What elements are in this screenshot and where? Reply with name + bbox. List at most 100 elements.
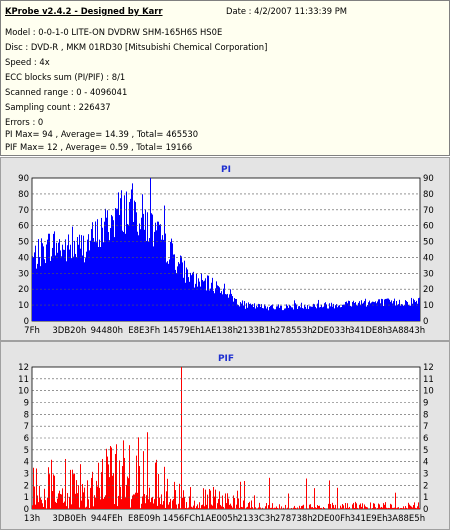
data-bar	[246, 507, 247, 509]
data-bar	[75, 253, 76, 321]
data-bar	[270, 305, 271, 321]
data-bar	[278, 304, 279, 321]
data-bar	[329, 303, 330, 321]
data-bar	[368, 302, 369, 321]
data-bar	[203, 488, 204, 509]
data-bar	[89, 507, 90, 509]
data-bar	[67, 493, 68, 509]
data-bar	[228, 297, 229, 321]
data-bar	[201, 505, 202, 509]
data-bar	[231, 293, 232, 321]
data-bar	[204, 506, 205, 509]
data-bar	[142, 194, 143, 321]
data-bar	[44, 259, 45, 321]
data-bar	[219, 287, 220, 321]
data-bar	[366, 306, 367, 321]
data-bar	[316, 507, 317, 509]
data-bar	[194, 500, 195, 509]
data-bar	[177, 266, 178, 321]
data-bar	[296, 508, 297, 509]
data-bar	[414, 300, 415, 321]
data-bar	[353, 502, 354, 509]
data-bar	[93, 506, 94, 509]
data-bar	[104, 221, 105, 321]
data-bar	[345, 502, 346, 509]
data-bar	[362, 303, 363, 321]
data-bar	[148, 241, 149, 321]
y-tick-label-right: 5	[423, 446, 428, 456]
data-bar	[34, 486, 35, 509]
data-bar	[145, 503, 146, 509]
data-bar	[311, 507, 312, 509]
data-bar	[115, 208, 116, 321]
data-bar	[285, 504, 286, 509]
data-bar	[136, 212, 137, 321]
data-bar	[295, 303, 296, 321]
data-bar	[193, 505, 194, 509]
data-bar	[146, 495, 147, 509]
data-bar	[174, 481, 175, 509]
y-tick-label-left: 4	[24, 458, 29, 468]
data-bar	[152, 497, 153, 509]
data-bar	[355, 501, 356, 509]
data-bar	[184, 260, 185, 321]
data-bar	[92, 222, 93, 321]
pi-stats: PI Max= 94 , Average= 14.39 , Total= 465…	[5, 129, 199, 139]
data-bar	[371, 302, 372, 321]
data-bar	[38, 502, 39, 509]
data-bar	[123, 231, 124, 321]
y-tick-label-left: 50	[18, 238, 29, 248]
y-tick-label-left: 8	[24, 410, 29, 420]
data-bar	[237, 490, 238, 509]
data-bar	[194, 287, 195, 321]
y-tick-label-left: 12	[18, 363, 29, 373]
data-bar	[50, 261, 51, 321]
y-tick-label-left: 40	[18, 253, 29, 263]
x-tick-label: 278553h	[275, 326, 313, 336]
data-bar	[62, 244, 63, 321]
data-bar	[41, 499, 42, 509]
data-bar	[71, 504, 72, 509]
y-tick-label-right: 1	[423, 493, 428, 503]
data-bar	[223, 507, 224, 509]
data-bar	[153, 246, 154, 321]
data-bar	[42, 243, 43, 321]
data-bar	[90, 240, 91, 321]
data-bar	[106, 448, 107, 509]
data-bar	[49, 474, 50, 509]
data-bar	[52, 491, 53, 509]
data-bar	[339, 305, 340, 321]
data-bar	[198, 278, 199, 321]
data-bar	[76, 480, 77, 509]
x-tick-label: 3DB20h	[52, 326, 86, 336]
data-bar	[260, 306, 261, 321]
data-bar	[113, 220, 114, 321]
data-bar	[65, 458, 66, 509]
data-bar	[327, 308, 328, 321]
data-bar	[101, 472, 102, 509]
data-bar	[66, 506, 67, 509]
data-bar	[48, 233, 49, 321]
y-tick-label-right: 70	[423, 206, 434, 216]
data-bar	[203, 281, 204, 321]
data-bar	[299, 305, 300, 321]
data-bar	[150, 502, 151, 509]
data-bar	[409, 504, 410, 509]
data-bar	[170, 241, 171, 321]
data-bar	[259, 502, 260, 509]
data-bar	[300, 307, 301, 321]
data-bar	[359, 301, 360, 321]
data-bar	[157, 221, 158, 321]
data-bar	[131, 189, 132, 321]
data-bar	[356, 503, 357, 509]
data-bar	[254, 303, 255, 321]
data-bar	[303, 308, 304, 321]
data-bar	[348, 507, 349, 509]
data-bar	[382, 299, 383, 321]
data-bar	[127, 224, 128, 321]
y-tick-label-left: 30	[18, 269, 29, 279]
data-bar	[56, 502, 57, 509]
data-bar	[196, 273, 197, 321]
data-bar	[89, 250, 90, 321]
